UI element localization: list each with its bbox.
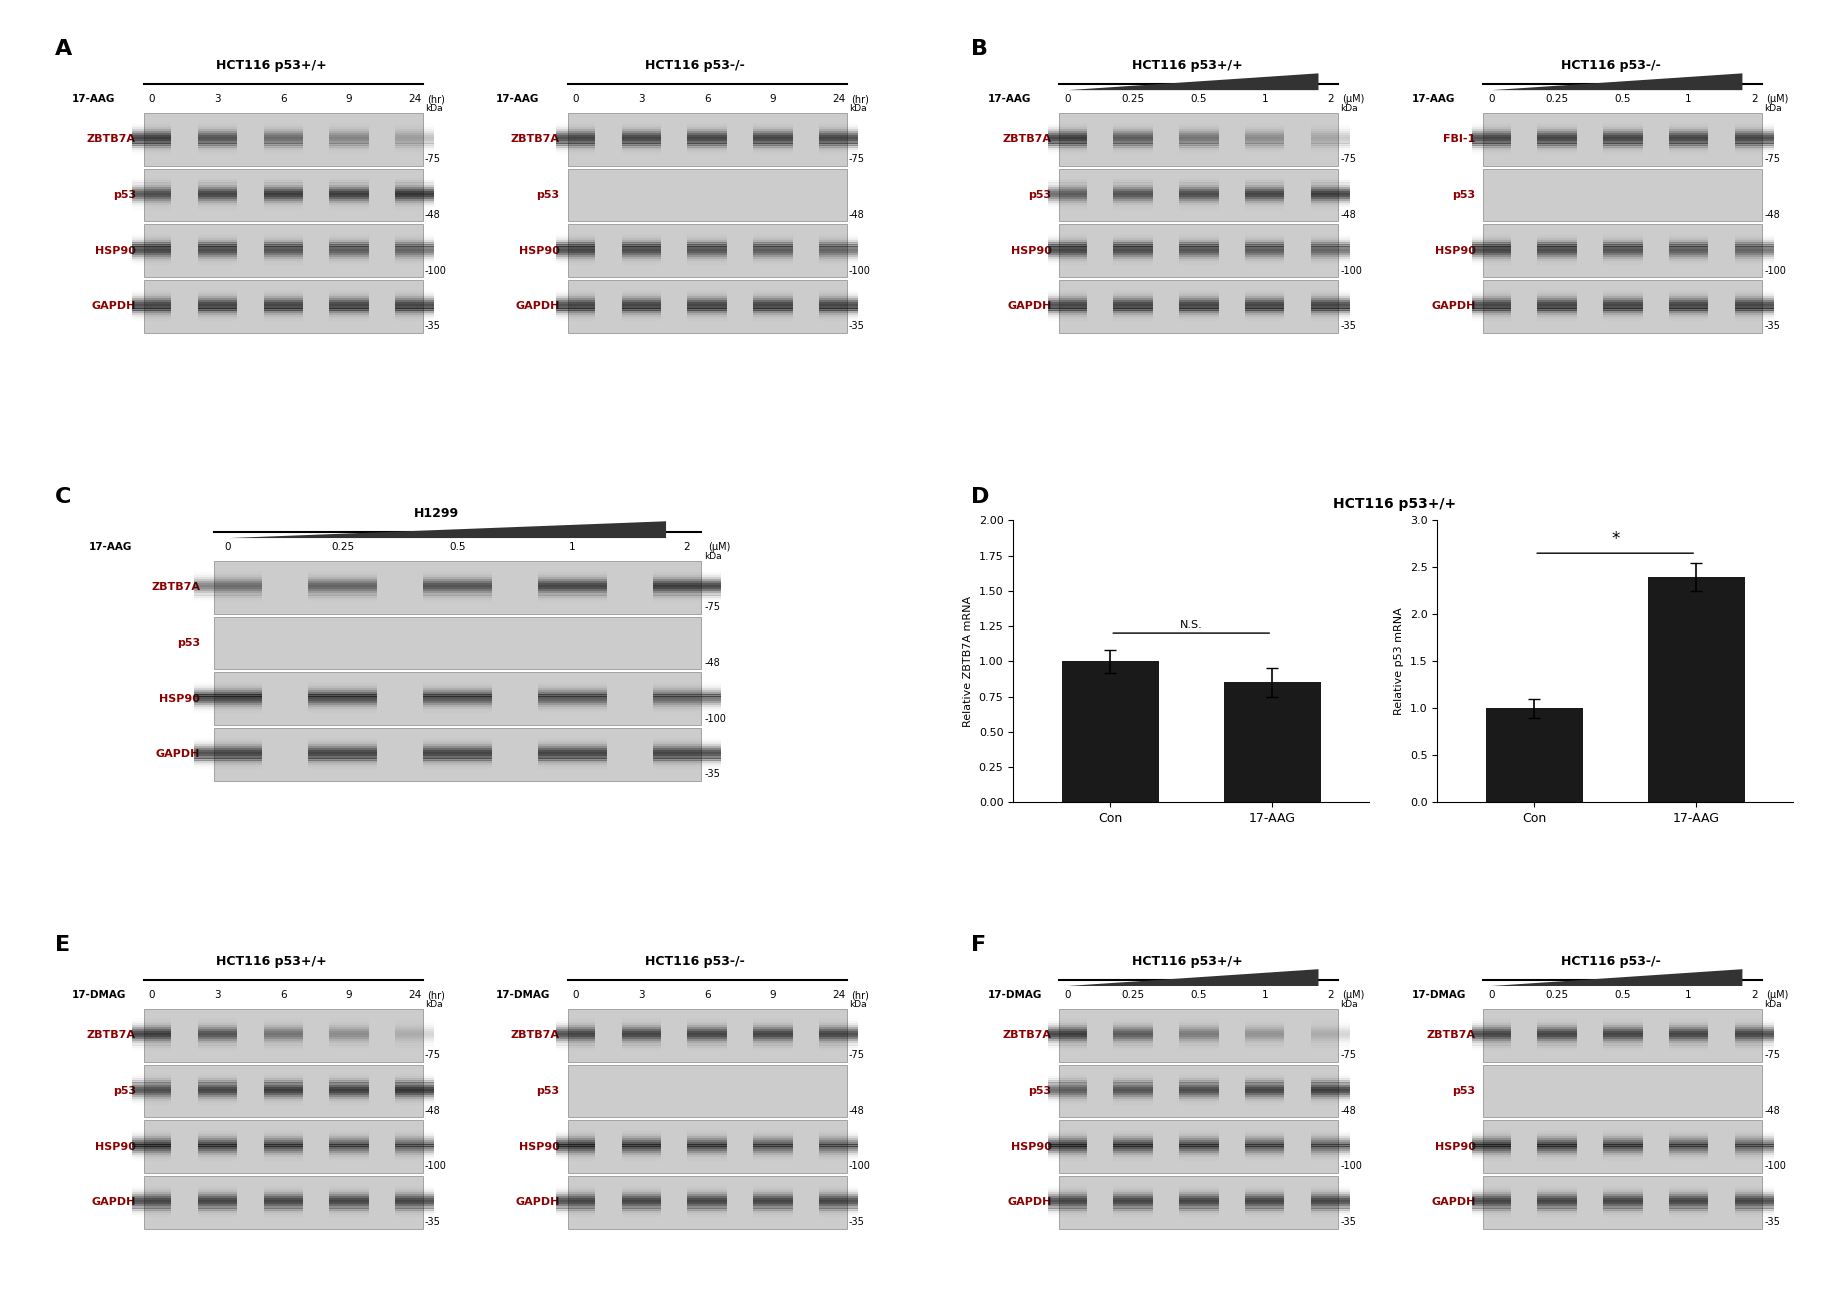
Text: A: A bbox=[55, 39, 72, 59]
Text: E: E bbox=[55, 935, 70, 955]
Text: C: C bbox=[55, 487, 72, 507]
Text: HCT116 p53+/+: HCT116 p53+/+ bbox=[1334, 498, 1457, 511]
Text: D: D bbox=[970, 487, 988, 507]
Text: F: F bbox=[970, 935, 986, 955]
Text: B: B bbox=[970, 39, 988, 59]
